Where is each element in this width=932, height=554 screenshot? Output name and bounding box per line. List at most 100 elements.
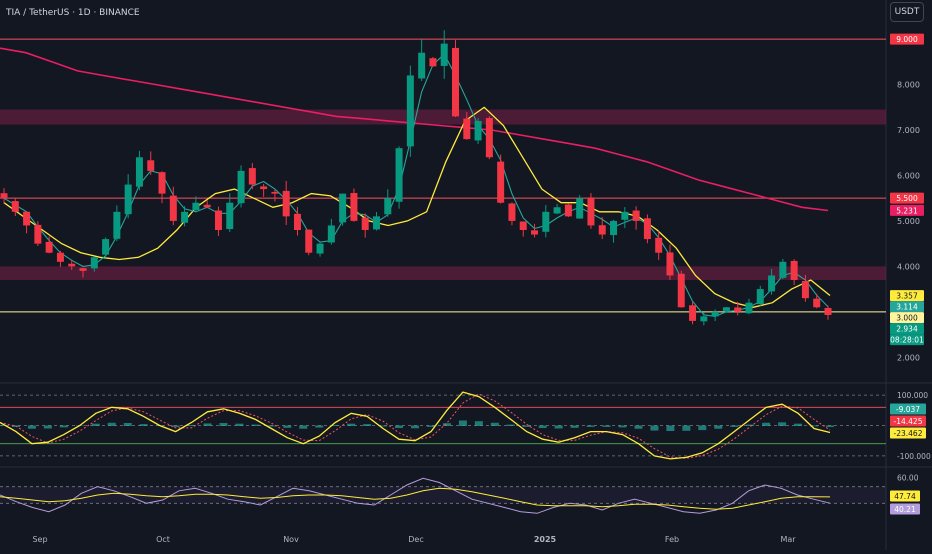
price-label-box[interactable] <box>890 204 924 216</box>
candle-body[interactable] <box>102 239 110 255</box>
candle-body[interactable] <box>56 252 64 262</box>
candle-body[interactable] <box>361 217 369 230</box>
rsi-panel[interactable] <box>0 477 886 514</box>
candle-body[interactable] <box>485 118 493 158</box>
candle-body[interactable] <box>689 305 697 321</box>
candle-body[interactable] <box>45 241 53 253</box>
candle-body[interactable] <box>452 47 460 117</box>
candle-body[interactable] <box>700 316 708 322</box>
osc-value-box[interactable] <box>890 427 926 439</box>
price-label-box[interactable] <box>890 290 924 302</box>
candle-body[interactable] <box>711 311 719 317</box>
candle-body[interactable] <box>813 298 821 308</box>
candle-body[interactable] <box>305 229 313 253</box>
osc-histogram-bar <box>187 425 196 426</box>
candle-body[interactable] <box>643 218 651 240</box>
candle-body[interactable] <box>248 168 256 185</box>
osc-value-box[interactable] <box>890 403 926 415</box>
candle-body[interactable] <box>327 225 335 243</box>
osc-histogram-bar <box>554 425 563 429</box>
candle-body[interactable] <box>756 289 764 305</box>
currency-unit-button[interactable]: USDT <box>890 2 924 22</box>
osc-histogram-bar <box>379 425 388 427</box>
candle-body[interactable] <box>11 201 19 212</box>
candle-body[interactable] <box>34 224 42 244</box>
candle-body[interactable] <box>497 161 505 203</box>
candle-body[interactable] <box>271 191 279 194</box>
candle-body[interactable] <box>192 202 200 210</box>
candle-body[interactable] <box>576 198 584 219</box>
candle-body[interactable] <box>418 52 426 79</box>
candle-body[interactable] <box>745 302 753 314</box>
candle-body[interactable] <box>734 307 742 312</box>
candle-body[interactable] <box>553 207 561 214</box>
rsi-band <box>0 486 886 504</box>
candle-body[interactable] <box>621 211 629 220</box>
osc-value-box[interactable] <box>890 415 926 427</box>
candle-body[interactable] <box>316 243 324 254</box>
candle-body[interactable] <box>237 170 245 204</box>
candle-body[interactable] <box>406 75 414 147</box>
candle-body[interactable] <box>372 216 380 230</box>
candle-body[interactable] <box>519 221 527 230</box>
candle-body[interactable] <box>135 157 143 187</box>
price-label-box[interactable] <box>890 312 924 324</box>
candle-body[interactable] <box>542 211 550 232</box>
candle-body[interactable] <box>0 193 8 199</box>
candle-body[interactable] <box>531 230 539 235</box>
candle-body[interactable] <box>655 237 663 253</box>
candle-body[interactable] <box>339 193 347 223</box>
rsi-value-box[interactable] <box>890 490 920 502</box>
candle-body[interactable] <box>677 273 685 308</box>
candle-body[interactable] <box>384 198 392 215</box>
rsi-value-box[interactable] <box>890 503 920 515</box>
time-tick-label: 2025 <box>534 535 557 544</box>
candle-body[interactable] <box>429 58 437 67</box>
time-axis[interactable]: Sep Oct Nov Dec 2025 Feb Mar <box>32 535 796 544</box>
candle-body[interactable] <box>610 220 618 236</box>
candle-body[interactable] <box>226 202 234 230</box>
candle-body[interactable] <box>801 280 809 299</box>
candle-body[interactable] <box>203 204 211 208</box>
candle-body[interactable] <box>282 190 290 217</box>
candle-body[interactable] <box>474 120 482 141</box>
candle-body[interactable] <box>260 186 268 190</box>
candle-body[interactable] <box>824 307 832 315</box>
candle-body[interactable] <box>666 252 674 276</box>
candle-body[interactable] <box>293 213 301 230</box>
candle-body[interactable] <box>214 210 222 230</box>
candle-body[interactable] <box>632 210 640 221</box>
price-label-box[interactable] <box>890 192 924 204</box>
candle-body[interactable] <box>147 160 155 171</box>
price-axis[interactable]: 2.000 3.000 4.000 5.000 6.000 7.000 8.000 9.000… <box>890 33 931 515</box>
candle-body[interactable] <box>158 172 166 194</box>
candle-body[interactable] <box>79 268 87 271</box>
candle-body[interactable] <box>722 307 730 311</box>
candle-body[interactable] <box>440 43 448 66</box>
candle-body[interactable] <box>463 118 471 140</box>
candle-layer[interactable] <box>0 30 832 326</box>
candle-body[interactable] <box>564 204 572 217</box>
price-label-box[interactable] <box>890 301 924 313</box>
oscillator-panel[interactable] <box>0 391 886 460</box>
candle-body[interactable] <box>350 192 358 221</box>
candle-body[interactable] <box>790 260 798 280</box>
candle-body[interactable] <box>124 184 132 215</box>
candle-body[interactable] <box>90 257 98 269</box>
candle-body[interactable] <box>68 263 76 267</box>
candle-body[interactable] <box>169 195 177 221</box>
candle-body[interactable] <box>598 225 606 235</box>
price-label-box[interactable] <box>890 33 924 45</box>
price-label-box[interactable] <box>890 334 924 346</box>
price-label-box[interactable] <box>890 323 924 335</box>
candle-body[interactable] <box>113 211 121 239</box>
candle-body[interactable] <box>779 261 787 278</box>
candle-body[interactable] <box>587 197 595 226</box>
candle-body[interactable] <box>768 275 776 292</box>
candle-body[interactable] <box>23 211 31 226</box>
candle-body[interactable] <box>508 203 516 221</box>
candle-body[interactable] <box>181 211 189 223</box>
candle-body[interactable] <box>395 148 403 202</box>
